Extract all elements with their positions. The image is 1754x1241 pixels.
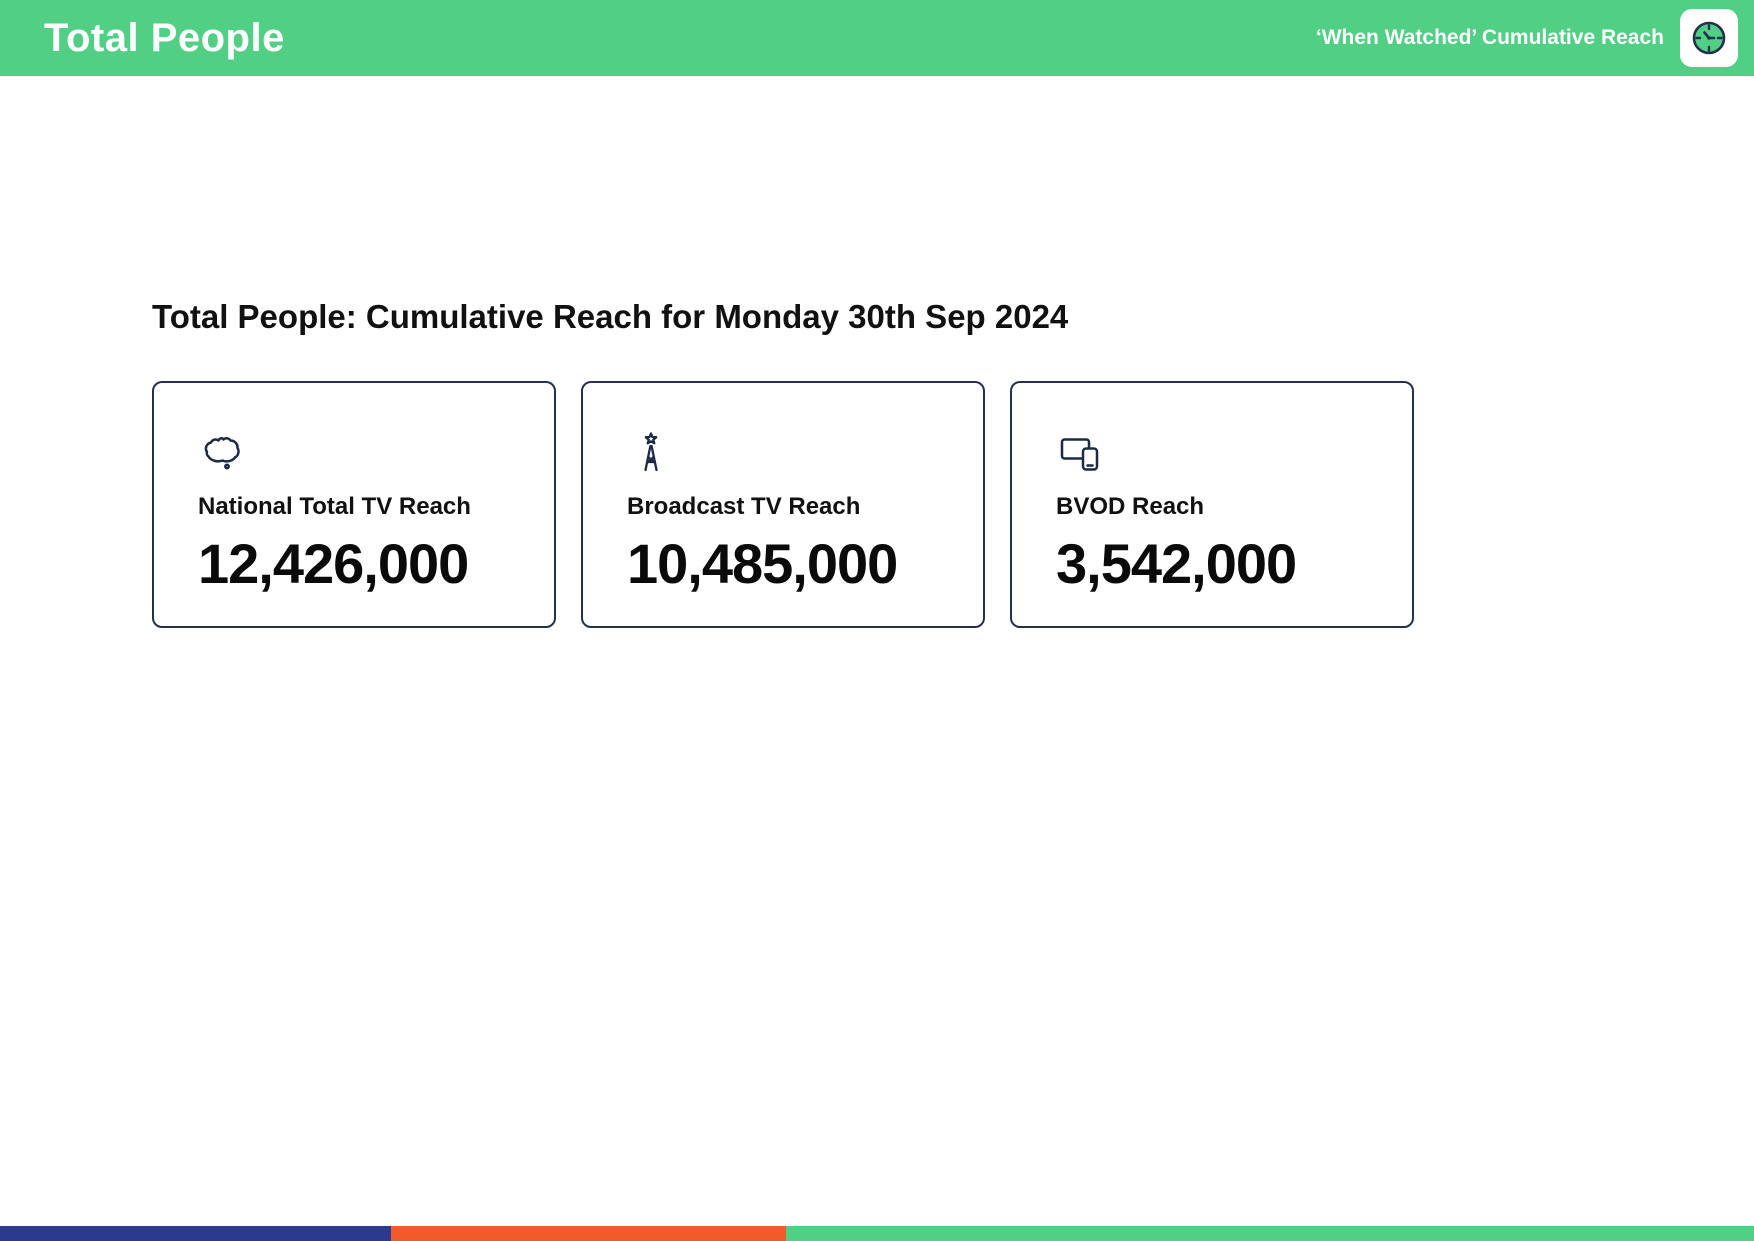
clock-icon [1680, 9, 1738, 67]
footer-segment-navy [0, 1226, 392, 1241]
footer-segment-green [785, 1226, 1754, 1241]
main-content: Total People: Cumulative Reach for Monda… [0, 298, 1754, 628]
card-label: National Total TV Reach [198, 493, 471, 520]
kpi-cards-row: National Total TV Reach 12,426,000 Broad… [152, 381, 1602, 628]
broadcast-tower-icon [627, 429, 939, 477]
page-title: Total People [44, 15, 285, 60]
card-label: Broadcast TV Reach [627, 493, 861, 520]
card-label: BVOD Reach [1056, 493, 1205, 520]
section-heading: Total People: Cumulative Reach for Monda… [152, 298, 1069, 335]
card-value: 12,426,000 [198, 532, 469, 595]
footer-segment-orange [391, 1226, 786, 1241]
devices-icon [1056, 429, 1368, 477]
footer-bar [0, 1226, 1754, 1241]
card-value: 10,485,000 [627, 532, 898, 595]
card-value: 3,542,000 [1056, 532, 1297, 595]
card-national-total-tv-reach: National Total TV Reach 12,426,000 [152, 381, 556, 628]
australia-map-icon [198, 429, 510, 477]
card-bvod-reach: BVOD Reach 3,542,000 [1010, 381, 1414, 628]
header-right: ‘When Watched’ Cumulative Reach [1316, 9, 1738, 67]
header-bar: Total People ‘When Watched’ Cumulative R… [0, 0, 1754, 76]
header-subtitle: ‘When Watched’ Cumulative Reach [1315, 26, 1664, 49]
card-broadcast-tv-reach: Broadcast TV Reach 10,485,000 [581, 381, 985, 628]
